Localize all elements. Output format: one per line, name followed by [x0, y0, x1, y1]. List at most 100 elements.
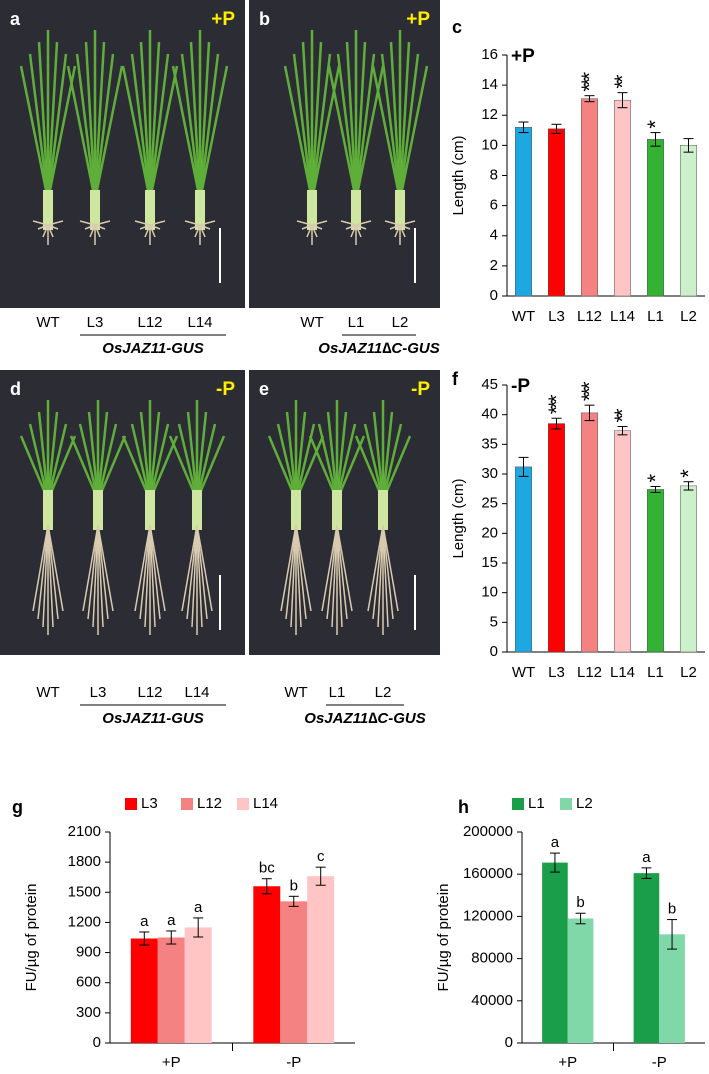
leaf [398, 41, 411, 201]
x-tick-label: L3 [548, 664, 565, 681]
significance-label: *** [544, 394, 569, 414]
y-tick-label: 160000 [463, 865, 513, 882]
leaf [87, 411, 100, 501]
root [134, 220, 151, 226]
root [139, 524, 151, 620]
significance-label: * [643, 473, 668, 482]
legend-swatch [181, 798, 193, 810]
root [42, 524, 49, 628]
y-tick-label: 14 [481, 76, 498, 93]
root [399, 220, 416, 226]
root [47, 220, 64, 226]
stem [195, 190, 205, 230]
leaf [198, 41, 211, 201]
leaf [96, 411, 109, 501]
x-tick-label: L12 [577, 308, 602, 325]
leaf [354, 53, 376, 201]
significance-label: ** [610, 74, 635, 89]
photo [0, 0, 245, 308]
genotype-label: L3 [87, 314, 104, 331]
leaf [130, 423, 152, 501]
bar [633, 873, 660, 1043]
leaf [195, 423, 217, 501]
root [47, 524, 59, 620]
leaf [93, 41, 106, 201]
root [191, 524, 198, 628]
root [355, 224, 367, 230]
y-tick-label: 0 [490, 643, 498, 660]
x-tick-label: -P [286, 1054, 301, 1071]
leaf [46, 435, 77, 501]
root [149, 524, 166, 612]
root [384, 220, 401, 226]
leaf [363, 423, 385, 501]
root [336, 524, 343, 628]
root [194, 224, 201, 238]
root [295, 524, 307, 620]
root [139, 224, 151, 230]
bar [307, 876, 335, 1043]
bar [253, 886, 281, 1043]
y-tick-label: 25 [481, 495, 498, 512]
group-letter: c [317, 848, 325, 865]
leaf [310, 41, 323, 201]
bar [614, 99, 631, 297]
y-axis-label: Length (cm) [450, 135, 467, 215]
leaf [84, 41, 97, 201]
genotype-label: L12 [137, 314, 162, 331]
leaf [139, 411, 152, 501]
x-tick-label: L12 [577, 664, 602, 681]
group-letter: a [167, 912, 176, 929]
root [311, 224, 323, 230]
root [382, 524, 399, 612]
y-tick-label: 8 [490, 166, 498, 183]
root [97, 524, 104, 628]
legend-label: L1 [528, 795, 545, 812]
y-tick-label: 900 [76, 944, 101, 961]
bar [130, 938, 158, 1043]
y-axis-label: FU/µg of protein [435, 884, 452, 992]
photo [0, 370, 245, 655]
leaf [345, 41, 358, 201]
leaf [19, 435, 50, 501]
root [399, 224, 411, 230]
leaf [276, 423, 298, 501]
y-tick-label: 0 [490, 287, 498, 304]
root [79, 220, 96, 226]
chart-condition: -P [511, 376, 530, 397]
stem [43, 190, 53, 230]
root [372, 524, 384, 620]
leaf [46, 411, 59, 501]
root [295, 524, 312, 612]
root [355, 224, 362, 238]
y-tick-label: 2 [490, 257, 498, 274]
stem [378, 490, 388, 530]
root [97, 524, 109, 620]
significance-label: *** [577, 72, 602, 92]
x-tick-label: L2 [680, 308, 697, 325]
photo [249, 0, 440, 308]
photo [249, 370, 440, 655]
bar [680, 485, 697, 653]
bar [647, 489, 664, 653]
root [184, 220, 201, 226]
root [186, 524, 198, 620]
root [290, 524, 297, 628]
leaf [381, 423, 403, 501]
leaf [130, 53, 152, 201]
significance-label: * [643, 120, 668, 129]
y-tick-label: 1200 [68, 913, 101, 930]
leaf [186, 411, 199, 501]
bar [581, 412, 598, 653]
bar [515, 466, 532, 653]
bar [548, 128, 565, 297]
leaf [96, 423, 118, 501]
leaf [28, 423, 50, 501]
y-tick-label: 80000 [471, 950, 513, 967]
genotype-label: L14 [187, 314, 212, 331]
stem [351, 190, 361, 230]
root [196, 524, 203, 628]
leaf [381, 411, 394, 501]
bar [548, 423, 565, 653]
root [94, 220, 111, 226]
